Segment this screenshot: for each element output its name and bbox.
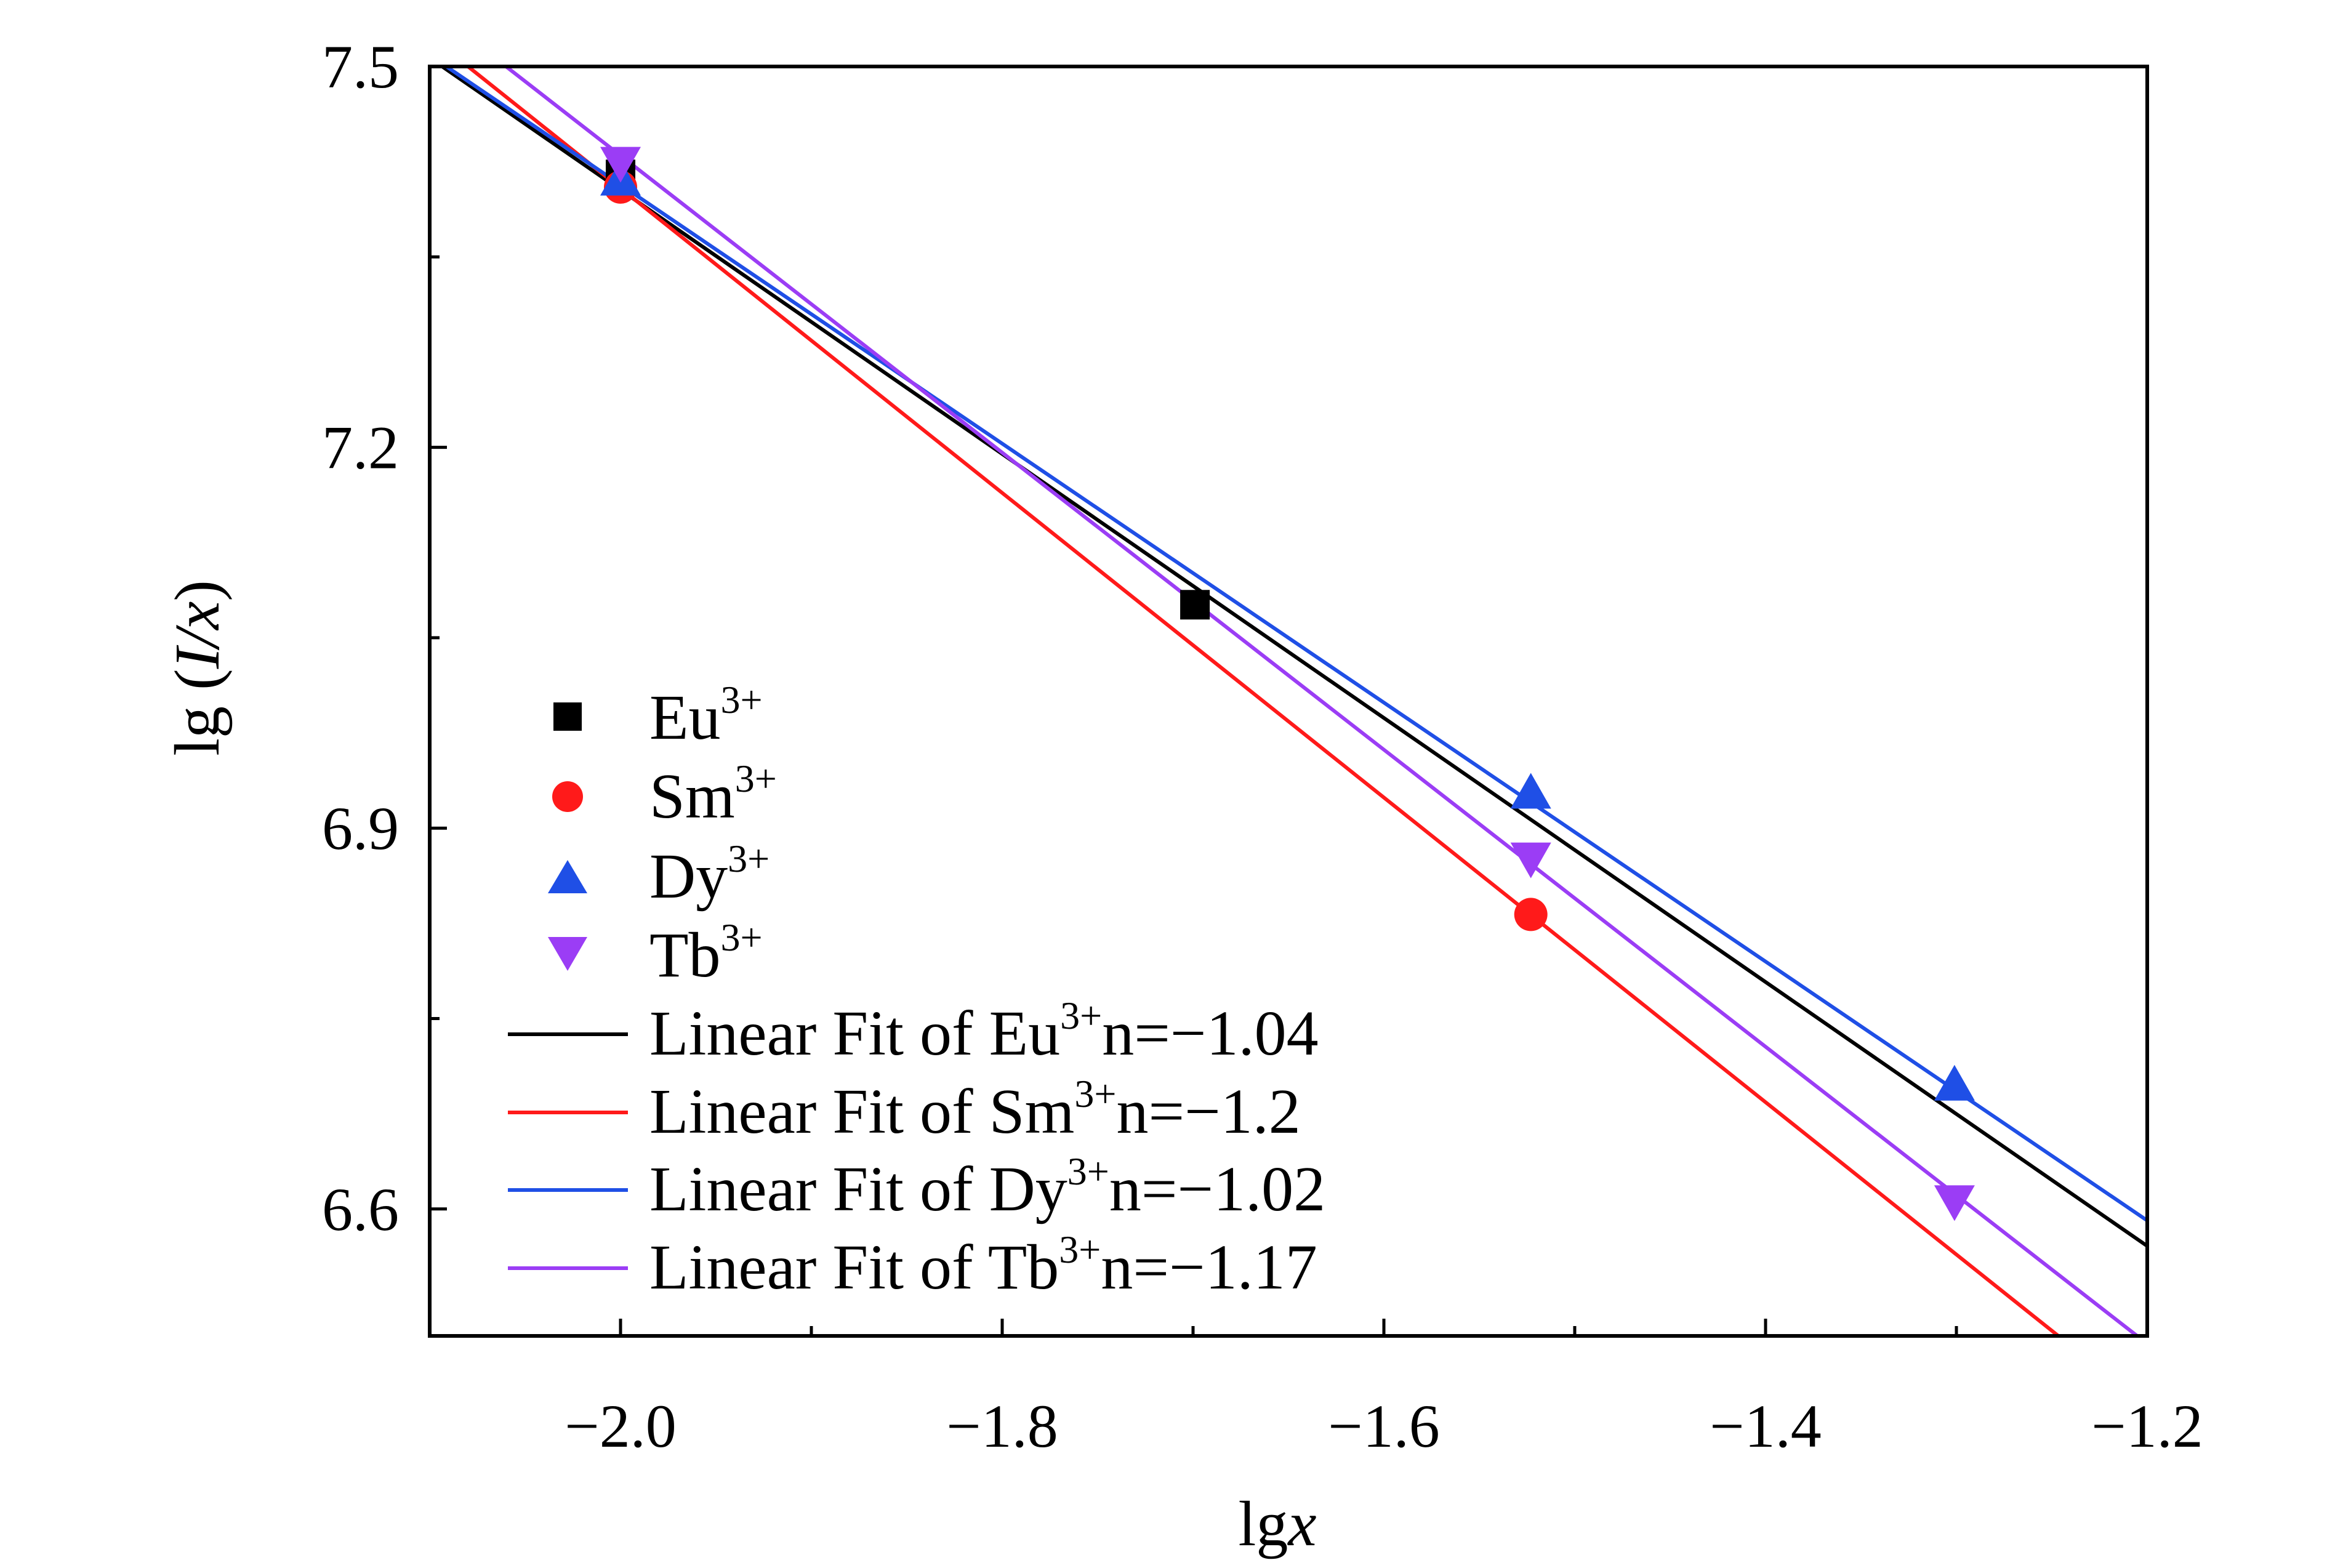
legend-label-dy-fit: Linear Fit of Dy3+n=−1.02 [649,1149,1325,1224]
y-tick-label: 7.5 [322,33,399,101]
legend-tb-name: Tb [649,920,721,991]
legend-label-dy: Dy3+ [649,837,770,912]
fit-line-sm [465,66,2062,1336]
legend-entry-dy: Dy3+ [548,837,770,912]
data-point-sm [1514,898,1548,931]
legend-entry-tb: Tb3+ [548,915,763,991]
x-tick-label: −1.8 [946,1392,1058,1460]
legend-label-eu-fit: Linear Fit of Eu3+n=−1.04 [649,994,1319,1069]
x-tick-label: −1.4 [1710,1392,1821,1460]
fit-line-tb [503,66,2140,1336]
y-axis-title-prefix: lg ( [162,669,233,756]
legend-eu-fit-prefix: Linear Fit of Eu [649,998,1060,1069]
legend-circle-marker [552,781,583,812]
x-tick-label: −2.0 [565,1392,676,1460]
y-tick-label: 6.6 [322,1175,399,1244]
legend-label-tb-fit: Linear Fit of Tb3+n=−1.17 [649,1228,1317,1303]
legend-dy-superscript: 3+ [728,837,770,880]
legend-label-tb: Tb3+ [649,915,763,991]
data-point-tb [1934,1185,1975,1221]
legend-eu-name: Eu [649,682,721,753]
legend-label-eu: Eu3+ [649,678,763,753]
legend-entry-eu: Eu3+ [553,678,763,753]
x-tick-label: −1.6 [1328,1392,1439,1460]
x-tick-label: −1.2 [2091,1392,2203,1460]
legend-sm-fit-superscript: 3+ [1074,1072,1116,1116]
legend-triangle-down-marker [548,937,587,971]
plot-frame [428,65,2149,1338]
legend-entry-sm-fit: Linear Fit of Sm3+n=−1.2 [508,1072,1301,1147]
y-tick-label: 6.9 [322,794,399,862]
x-axis-title-prefix: lg [1238,1489,1288,1559]
legend-label-sm-fit: Linear Fit of Sm3+n=−1.2 [649,1072,1301,1147]
legend-dy-name: Dy [649,841,728,912]
legend-entry-sm: Sm3+ [552,757,777,832]
legend-entry-dy-fit: Linear Fit of Dy3+n=−1.02 [508,1149,1325,1224]
y-tick-label: 7.2 [322,414,399,482]
y-axis-title-variable: I/x [162,601,233,670]
x-axis: −2.0 −1.8 −1.6 −1.4 −1.2 [565,1319,2203,1460]
legend-triangle-up-marker [548,860,587,893]
y-axis-title-suffix: ) [162,580,233,601]
data-point-tb [1510,842,1551,878]
legend: Eu3+ Sm3+ Dy3+ Tb3+ Linear Fit of Eu3+n=… [508,678,1325,1303]
legend-eu-fit-superscript: 3+ [1060,994,1102,1037]
legend-label-sm: Sm3+ [649,757,777,832]
legend-entry-eu-fit: Linear Fit of Eu3+n=−1.04 [508,994,1319,1069]
fit-line-dy [443,66,2147,1223]
legend-tb-fit-suffix: n=−1.17 [1101,1232,1317,1303]
legend-dy-fit-prefix: Linear Fit of Dy [649,1154,1067,1224]
data-point-eu [1180,590,1210,620]
legend-square-marker [553,702,582,731]
legend-sm-fit-prefix: Linear Fit of Sm [649,1076,1074,1147]
data-point-dy [1510,773,1551,809]
legend-eu-superscript: 3+ [721,678,763,722]
legend-eu-fit-suffix: n=−1.04 [1102,998,1318,1069]
legend-sm-fit-suffix: n=−1.2 [1116,1076,1300,1147]
data-markers [600,147,1975,1221]
legend-sm-superscript: 3+ [735,757,777,800]
data-point-tb [600,147,641,183]
x-axis-title: lgx [1238,1489,1316,1559]
legend-tb-fit-superscript: 3+ [1059,1228,1101,1271]
x-axis-title-variable: x [1287,1489,1316,1559]
legend-tb-superscript: 3+ [721,915,763,959]
legend-sm-name: Sm [649,761,735,832]
data-point-dy [1934,1064,1975,1101]
legend-tb-fit-prefix: Linear Fit of Tb [649,1232,1059,1303]
legend-entry-tb-fit: Linear Fit of Tb3+n=−1.17 [508,1228,1317,1303]
y-axis: 6.6 6.9 7.2 7.5 [322,33,447,1244]
legend-dy-fit-superscript: 3+ [1067,1149,1109,1193]
y-axis-title: lg (I/x) [162,580,233,756]
legend-dy-fit-suffix: n=−1.02 [1109,1154,1325,1224]
fit-lines [438,66,2147,1336]
